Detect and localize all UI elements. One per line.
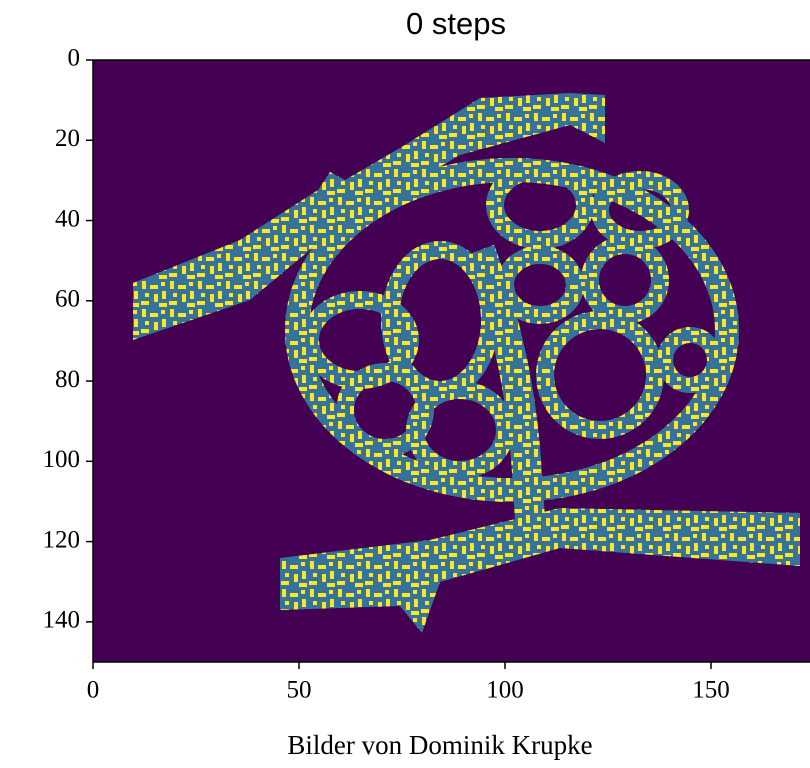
y-tick-label: 40 — [55, 205, 80, 232]
x-tick-label: 0 — [87, 677, 100, 704]
y-tick-label: 60 — [55, 286, 80, 313]
channel — [280, 508, 800, 633]
y-tick-label: 120 — [43, 526, 81, 553]
caption: Bilder von Dominik Krupke — [287, 730, 592, 760]
image — [93, 60, 810, 662]
y-tick-label: 20 — [55, 125, 80, 152]
y-tick-label: 100 — [43, 446, 81, 473]
channel — [657, 327, 723, 393]
channel — [406, 381, 514, 479]
y-tick-label: 0 — [68, 45, 81, 72]
x-tick-label: 50 — [287, 677, 312, 704]
channel — [536, 311, 664, 439]
channel — [591, 171, 689, 249]
channel — [486, 161, 594, 249]
x-tick-label: 150 — [692, 677, 730, 704]
y-tick-label: 80 — [55, 366, 80, 393]
x-tick-label: 100 — [486, 677, 524, 704]
y-tick-label: 140 — [43, 607, 81, 634]
channel — [465, 244, 545, 521]
network — [133, 93, 800, 633]
channel — [133, 93, 605, 340]
chart-title: 0 steps — [406, 6, 506, 41]
